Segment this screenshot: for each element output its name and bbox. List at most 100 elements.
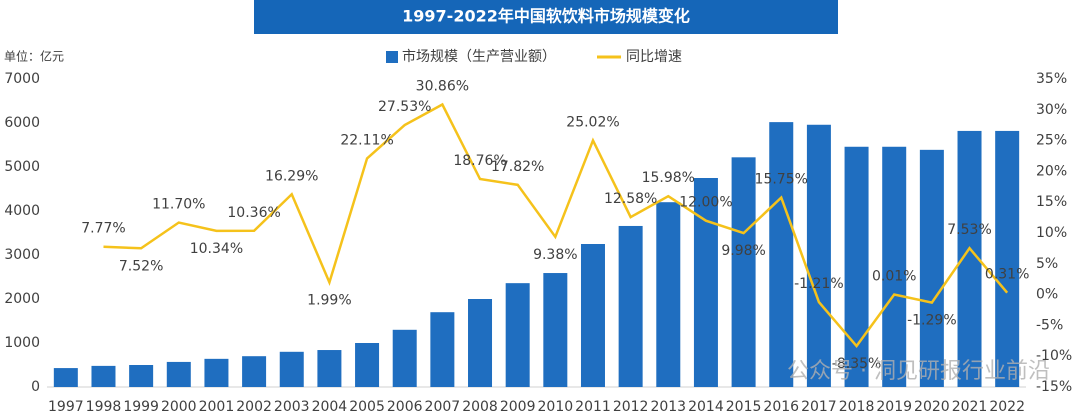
bar	[279, 351, 304, 387]
data-label: 1.99%	[307, 292, 351, 308]
bar	[693, 178, 718, 387]
x-tick-label: 2018	[839, 399, 875, 415]
data-label: 22.11%	[340, 132, 393, 148]
bar	[355, 343, 380, 387]
bar	[204, 358, 229, 387]
watermark: 公众号 · 洞见研报行业前沿	[787, 359, 1050, 384]
x-tick-label: 2021	[952, 399, 988, 415]
x-tick-label: 1998	[86, 399, 122, 415]
x-tick-label: 2010	[538, 399, 574, 415]
x-tick-label: 2020	[914, 399, 950, 415]
data-label: 25.02%	[566, 114, 619, 130]
y2-tick-label: 35%	[1036, 71, 1067, 87]
y-tick-label: 4000	[4, 203, 40, 219]
x-tick-label: 2005	[349, 399, 385, 415]
unit-label: 单位：亿元	[4, 49, 64, 64]
data-label: 9.38%	[533, 247, 577, 263]
data-label: 10.36%	[227, 205, 280, 221]
data-label: 0.31%	[985, 267, 1029, 283]
data-label: 15.75%	[755, 172, 808, 188]
y-tick-label: 5000	[4, 159, 40, 175]
legend-label: 同比增速	[626, 49, 682, 65]
x-tick-label: 2017	[801, 399, 837, 415]
y2-tick-label: -10%	[1036, 348, 1072, 364]
line	[103, 102, 1009, 349]
y2-tick-label: 10%	[1036, 225, 1067, 241]
bar	[618, 225, 643, 387]
data-label: -1.21%	[794, 276, 844, 292]
x-tick-label: 2022	[989, 399, 1025, 415]
bar	[769, 122, 794, 388]
y2-tick-label: 15%	[1036, 194, 1067, 210]
bar	[882, 146, 907, 387]
data-label: 10.34%	[190, 241, 243, 257]
bar	[317, 350, 342, 387]
x-tick-label: 2001	[199, 399, 235, 415]
y-tick-label: 7000	[4, 71, 40, 87]
x-tick-label: 2014	[688, 399, 724, 415]
data-label: -8.35%	[832, 356, 882, 372]
y-tick-label: 1000	[4, 335, 40, 351]
bar	[806, 124, 831, 387]
bar	[242, 356, 267, 387]
data-label: -1.29%	[907, 313, 957, 329]
chart-title: 1997-2022年中国软饮料市场规模变化	[402, 7, 690, 26]
y2-tick-label: 5%	[1036, 256, 1058, 272]
y2-tick-label: 0%	[1036, 287, 1058, 303]
x-tick-label: 2002	[236, 399, 272, 415]
y-tick-label: 0	[31, 379, 40, 395]
data-label: 11.70%	[152, 197, 205, 213]
data-label: 0.01%	[872, 269, 916, 285]
data-label: 7.53%	[947, 222, 991, 238]
x-tick-label: 2019	[876, 399, 912, 415]
x-tick-label: 1999	[123, 399, 159, 415]
data-label: 9.98%	[721, 243, 765, 259]
bar	[543, 273, 568, 387]
bar	[919, 149, 944, 387]
title-banner	[254, 0, 838, 34]
legend-swatch	[386, 51, 398, 63]
bar	[505, 283, 530, 387]
y-tick-label: 3000	[4, 247, 40, 263]
bar	[468, 299, 493, 387]
x-tick-label: 2006	[387, 399, 423, 415]
bar	[580, 244, 605, 387]
bar	[166, 361, 191, 387]
x-tick-label: 2011	[575, 399, 611, 415]
bar	[53, 368, 78, 387]
x-tick-label: 2016	[763, 399, 799, 415]
data-label: 15.98%	[642, 170, 695, 186]
y2-tick-label: 25%	[1036, 133, 1067, 149]
x-tick-label: 2013	[650, 399, 686, 415]
y2-tick-label: -5%	[1036, 317, 1063, 333]
y2-tick-label: 30%	[1036, 102, 1067, 118]
data-label: 30.86%	[416, 79, 469, 95]
bar	[844, 146, 869, 387]
x-tick-label: 2009	[500, 399, 536, 415]
bar	[731, 157, 756, 387]
x-tick-label: 2015	[726, 399, 762, 415]
x-tick-label: 2012	[613, 399, 649, 415]
bar	[430, 312, 455, 387]
x-tick-label: 2000	[161, 399, 197, 415]
data-label: 17.82%	[491, 159, 544, 175]
data-label: 16.29%	[265, 168, 318, 184]
data-label: 7.52%	[119, 258, 163, 274]
x-tick-label: 1997	[48, 399, 84, 415]
y2-tick-label: 20%	[1036, 163, 1067, 179]
bar	[656, 202, 681, 387]
bar	[995, 130, 1020, 388]
legend-label: 市场规模（生产营业额）	[402, 48, 556, 65]
bar	[392, 329, 417, 387]
x-tick-label: 2008	[462, 399, 498, 415]
y-tick-label: 6000	[4, 115, 40, 131]
bar	[91, 365, 116, 387]
data-label: 12.58%	[604, 191, 657, 207]
data-label: 12.00%	[679, 195, 732, 211]
y-tick-label: 2000	[4, 291, 40, 307]
x-tick-label: 2007	[425, 399, 461, 415]
bar	[129, 365, 154, 387]
x-tick-label: 2003	[274, 399, 310, 415]
y2-tick-label: -15%	[1036, 379, 1072, 395]
